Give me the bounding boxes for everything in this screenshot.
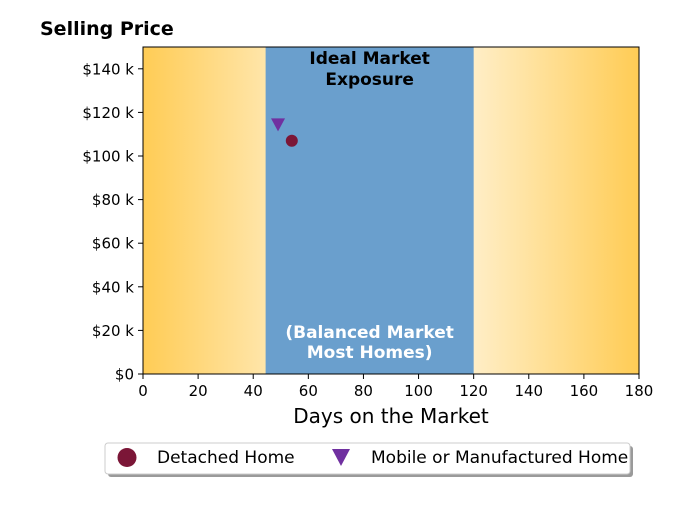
legend-marker-detached-home bbox=[117, 448, 137, 467]
x-tick-label: 180 bbox=[625, 382, 654, 400]
x-axis-title: Days on the Market bbox=[293, 404, 489, 428]
ideal-zone-title-line: Ideal Market bbox=[309, 49, 430, 69]
y-tick-label: $0 bbox=[115, 366, 134, 384]
chart-title: Selling Price bbox=[40, 18, 174, 40]
y-tick-label: $40 k bbox=[92, 278, 134, 296]
legend: Detached Home Mobile or Manufactured Home bbox=[104, 442, 633, 477]
x-tick-label: 160 bbox=[570, 382, 599, 400]
ideal-zone-title-line: Exposure bbox=[325, 70, 414, 90]
x-tick-label: 100 bbox=[404, 382, 433, 400]
x-tick-label: 140 bbox=[514, 382, 543, 400]
data-point-detached-home bbox=[285, 134, 298, 147]
y-tick-label: $120 k bbox=[82, 104, 134, 122]
x-tick-label: 40 bbox=[244, 382, 263, 400]
ideal-zone-band bbox=[265, 47, 474, 374]
legend-label-mobile-home: Mobile or Manufactured Home bbox=[371, 448, 628, 468]
ideal-zone-subtitle-line: Most Homes) bbox=[307, 343, 433, 363]
y-tick-label: $60 k bbox=[92, 235, 134, 253]
x-tick-label: 120 bbox=[459, 382, 488, 400]
plot-frame bbox=[142, 46, 640, 375]
y-tick-label: $80 k bbox=[92, 191, 134, 209]
y-tick-label: $100 k bbox=[82, 148, 134, 166]
legend-marker-mobile-home bbox=[332, 449, 350, 466]
legend-label-detached-home: Detached Home bbox=[157, 448, 295, 468]
y-tick-label: $140 k bbox=[82, 60, 134, 78]
x-tick-label: 80 bbox=[354, 382, 373, 400]
ideal-zone-subtitle-line: (Balanced Market bbox=[285, 323, 454, 343]
legend-box bbox=[104, 442, 631, 475]
x-tick-label: 0 bbox=[138, 382, 148, 400]
data-point-mobile-home bbox=[271, 118, 286, 132]
y-tick-label: $20 k bbox=[92, 322, 134, 340]
x-tick-label: 60 bbox=[299, 382, 318, 400]
x-tick-label: 20 bbox=[189, 382, 208, 400]
